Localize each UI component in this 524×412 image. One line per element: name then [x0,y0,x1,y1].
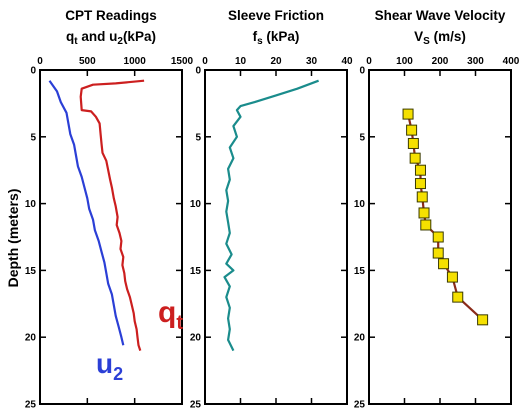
panel-subtitle-vs: VS (m/s) [414,29,466,47]
series-label-qt: qt [158,296,183,334]
data-point-Vs-7 [418,207,430,219]
title-part-cpt-3: 2 [117,36,123,47]
title-part-vs-0: V [414,29,423,44]
data-point-Vs-8 [420,219,432,231]
panel-sleeve-friction: Sleeve Friction fs (kPa) 0 10 20 30 40 0 5 10 15 20… [190,8,353,411]
data-point-Vs-3 [409,152,421,164]
y-tick-label-friction-20: 20 [190,333,202,344]
x-tick-label-vs-300: 300 [467,56,484,67]
y-tick-label-vs-20: 20 [354,333,366,344]
title-part-cpt-1: t [74,36,78,47]
plot-frame-cpt [39,69,183,405]
series-label-main-qt: q [158,296,176,329]
series-line-u2 [48,80,125,346]
series-label-u2: u2 [96,348,123,384]
x-tick-label-friction-10: 10 [235,56,247,67]
title-part-friction-2: (kPa) [263,29,300,44]
x-tick-label-vs-200: 200 [432,56,449,67]
data-point-Vs-5 [414,178,426,190]
y-tick-label-vs-0: 0 [359,66,365,77]
y-tick-label-cpt-20: 20 [25,333,37,344]
x-tick-label-friction-30: 30 [306,56,318,67]
x-tick-label-cpt-1000: 1000 [124,56,147,67]
x-tick-label-friction-20: 20 [270,56,282,67]
title-part-vs-2: (m/s) [430,29,466,44]
y-tick-label-friction-5: 5 [195,132,201,143]
y-tick-label-vs-15: 15 [354,266,366,277]
panel-title-cpt: CPT Readings [65,8,157,23]
series-line-qt [79,79,145,351]
y-tick-label-friction-10: 10 [190,199,202,210]
x-tick-label-cpt-500: 500 [79,56,96,67]
data-point-Vs-4 [414,164,426,176]
x-tick-label-cpt-1500: 1500 [171,56,194,67]
plot-frame-friction [204,69,348,405]
series-label-main-u2: u [96,348,113,379]
data-point-Vs-6 [416,191,428,203]
y-tick-label-friction-0: 0 [195,66,201,77]
y-axis-label: Depth (meters) [5,189,21,288]
data-point-Vs-13 [452,291,464,303]
title-part-friction-0: f [253,29,258,44]
x-tick-label-friction-40: 40 [341,56,353,67]
data-point-Vs-2 [407,137,419,149]
title-part-vs-1: S [423,36,430,47]
data-point-Vs-1 [406,124,418,136]
data-point-Vs-14 [477,314,489,326]
x-tick-label-vs-0: 0 [366,56,372,67]
series-label-sub-qt: t [176,312,183,334]
series-line-fs [223,79,319,352]
panel-subtitle-friction: fs (kPa) [253,29,300,47]
series-label-sub-u2: 2 [113,364,123,384]
panel-title-friction: Sleeve Friction [228,8,324,23]
y-tick-label-vs-10: 10 [354,199,366,210]
title-part-cpt-2: and u [78,29,118,44]
x-tick-label-vs-100: 100 [396,56,413,67]
y-tick-label-cpt-0: 0 [30,66,36,77]
panel-subtitle-cpt: qt and u2(kPa) [66,29,156,47]
data-point-Vs-10 [432,247,444,259]
y-tick-label-vs-5: 5 [359,132,365,143]
data-point-Vs-11 [438,258,450,270]
y-tick-label-cpt-15: 15 [25,266,37,277]
data-point-Vs-9 [432,231,444,243]
x-tick-label-cpt-0: 0 [37,56,43,67]
y-tick-label-friction-25: 25 [190,400,202,411]
data-point-Vs-12 [446,271,458,283]
y-tick-label-friction-15: 15 [190,266,202,277]
title-part-cpt-4: (kPa) [123,29,156,44]
title-part-friction-1: s [257,36,263,47]
x-tick-label-friction-0: 0 [202,56,208,67]
title-part-cpt-0: q [66,29,74,44]
y-tick-label-cpt-25: 25 [25,400,37,411]
panel-title-vs: Shear Wave Velocity [375,8,506,23]
y-tick-label-vs-25: 25 [354,400,366,411]
data-point-Vs-0 [402,108,414,120]
y-tick-label-cpt-10: 10 [25,199,37,210]
x-tick-label-vs-400: 400 [503,56,520,67]
y-tick-label-cpt-5: 5 [30,132,36,143]
